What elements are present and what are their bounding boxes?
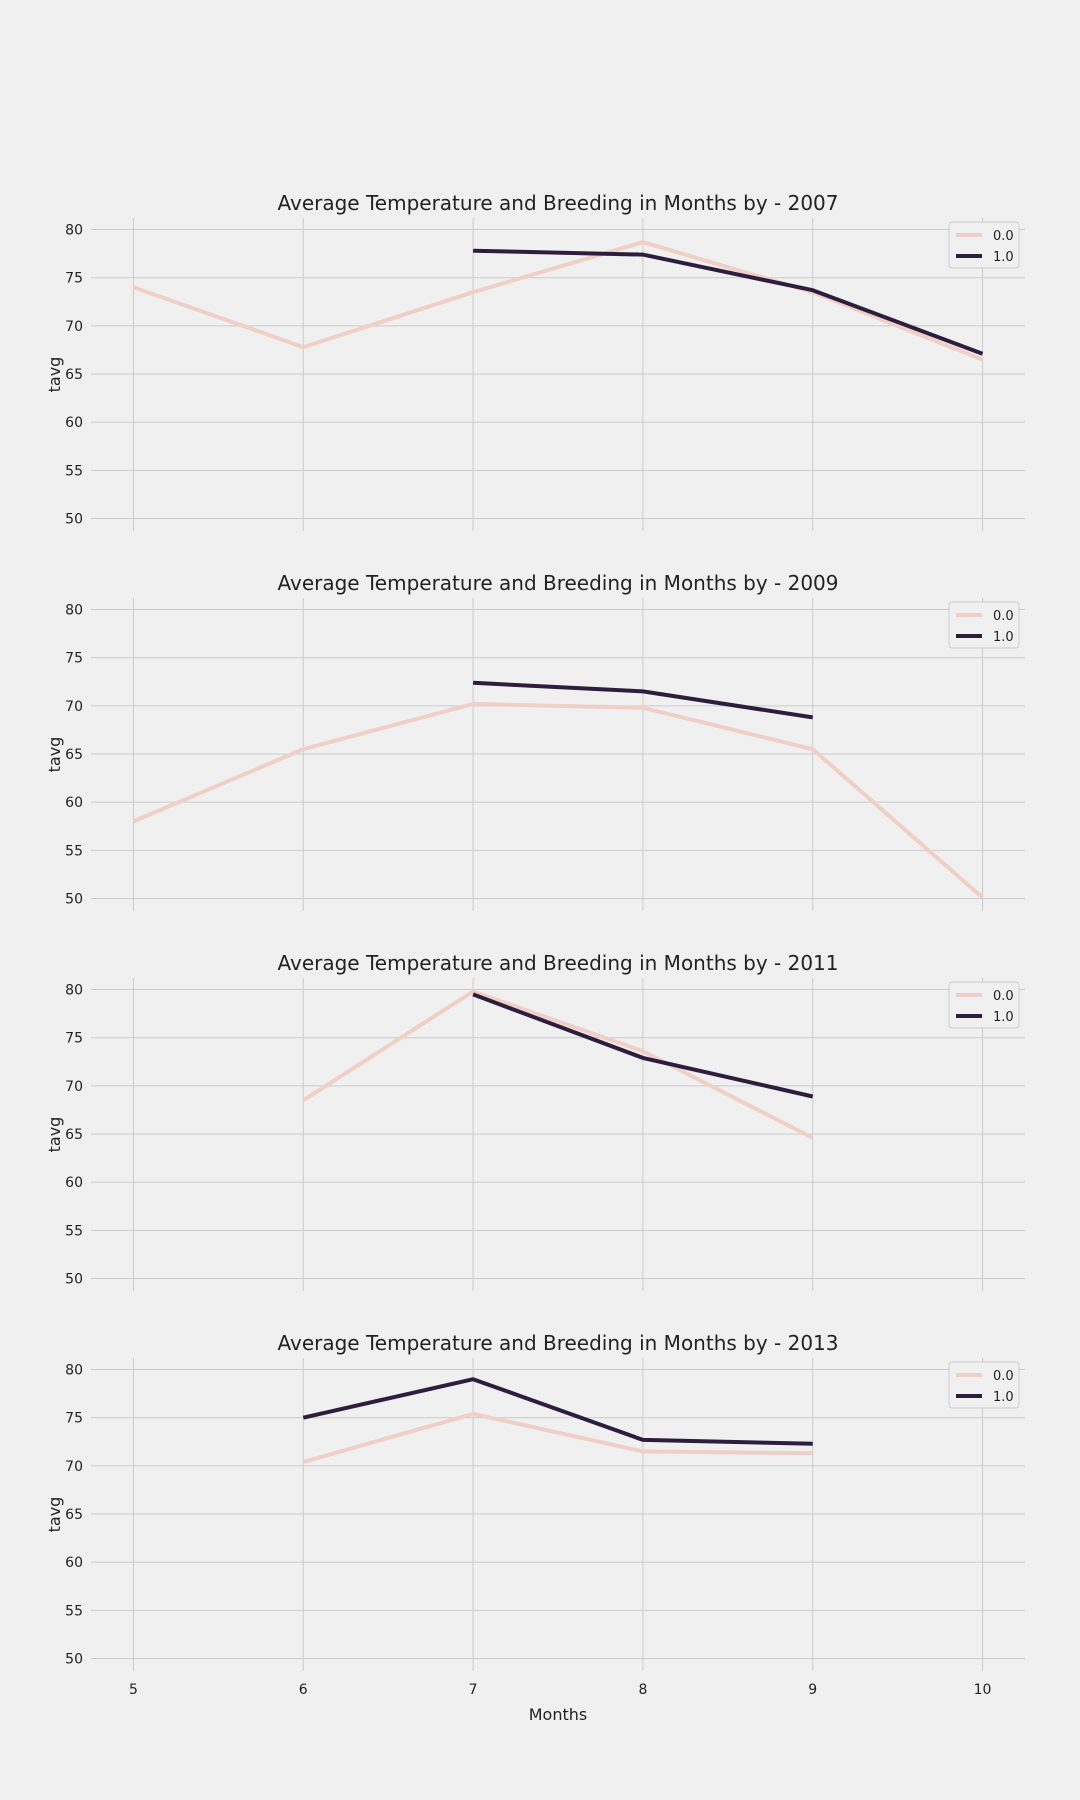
y-tick-label: 60 <box>65 795 83 811</box>
y-tick-label: 60 <box>65 1175 83 1191</box>
x-tick-label: 6 <box>299 1682 308 1698</box>
series-line-0-0 <box>132 240 984 362</box>
series-line-1-0 <box>302 1377 813 1446</box>
y-axis-label: tavg <box>45 357 64 393</box>
series-line-1-0 <box>472 992 814 1099</box>
series-line-1-0 <box>472 680 814 720</box>
legend-label: 1.0 <box>993 630 1014 645</box>
y-tick-label: 75 <box>65 651 83 667</box>
legend-label: 0.0 <box>993 989 1014 1004</box>
y-tick-label: 80 <box>65 603 83 619</box>
y-tick-label: 50 <box>65 891 83 907</box>
y-axis-label: tavg <box>45 1497 64 1533</box>
legend-label: 1.0 <box>993 250 1014 265</box>
x-tick-label: 10 <box>974 1682 992 1698</box>
y-tick-label: 55 <box>65 463 83 479</box>
chart-title: Average Temperature and Breeding in Mont… <box>277 951 838 975</box>
legend: 0.01.0 <box>948 221 1020 269</box>
chart-title: Average Temperature and Breeding in Mont… <box>277 1331 838 1355</box>
y-tick-label: 65 <box>65 367 83 383</box>
y-tick-label: 50 <box>65 511 83 527</box>
chart-title: Average Temperature and Breeding in Mont… <box>277 571 838 595</box>
y-tick-label: 70 <box>65 319 83 335</box>
legend-label: 0.0 <box>993 1369 1014 1384</box>
subplot-2: 50 55 60 65 70 75 80 Average Temperature and Br… <box>45 571 1025 911</box>
series-line-1-0 <box>473 248 984 356</box>
legend: 0.01.0 <box>948 601 1020 649</box>
y-tick-label: 50 <box>65 1651 83 1667</box>
y-axis-label: tavg <box>45 737 64 773</box>
y-tick-label: 70 <box>65 1459 83 1475</box>
y-tick-label: 70 <box>65 699 83 715</box>
y-tick-label: 75 <box>65 1031 83 1047</box>
y-tick-label: 75 <box>65 271 83 287</box>
x-tick-label: 5 <box>129 1682 138 1698</box>
x-tick-label: 8 <box>638 1682 647 1698</box>
y-tick-label: 55 <box>65 843 83 859</box>
subplot-1: 50 55 60 65 70 75 80 Average Temperature and Br… <box>45 191 1025 531</box>
series-line-0-0 <box>132 701 984 900</box>
subplot-4: 50 55 60 65 70 75 80 5 6 7 8 9 10 Average Temperature… <box>45 1331 1025 1724</box>
legend: 0.01.0 <box>948 981 1020 1029</box>
subplot-3: 50 55 60 65 70 75 80 Average Temperature and Br… <box>45 951 1025 1291</box>
legend-label: 1.0 <box>993 1390 1014 1405</box>
chart-title: Average Temperature and Breeding in Mont… <box>277 191 838 215</box>
x-tick-label: 9 <box>808 1682 817 1698</box>
legend-label: 0.0 <box>993 229 1014 244</box>
y-tick-label: 60 <box>65 415 83 431</box>
y-tick-label: 65 <box>65 1127 83 1143</box>
y-tick-label: 80 <box>65 1363 83 1379</box>
legend-label: 1.0 <box>993 1010 1014 1025</box>
x-axis-label: Months <box>529 1705 587 1724</box>
legend: 0.01.0 <box>948 1361 1020 1409</box>
y-axis-label: tavg <box>45 1117 64 1153</box>
x-tick-label: 7 <box>469 1682 478 1698</box>
y-tick-label: 75 <box>65 1411 83 1427</box>
y-tick-label: 60 <box>65 1555 83 1571</box>
y-tick-label: 65 <box>65 747 83 763</box>
legend-label: 0.0 <box>993 609 1014 624</box>
y-tick-label: 55 <box>65 1603 83 1619</box>
y-tick-label: 65 <box>65 1507 83 1523</box>
y-tick-label: 80 <box>65 223 83 239</box>
series-line-0-0 <box>302 989 814 1140</box>
y-tick-label: 80 <box>65 983 83 999</box>
y-tick-label: 70 <box>65 1079 83 1095</box>
series-line-0-0 <box>302 1411 813 1464</box>
y-tick-label: 55 <box>65 1223 83 1239</box>
y-tick-label: 50 <box>65 1271 83 1287</box>
